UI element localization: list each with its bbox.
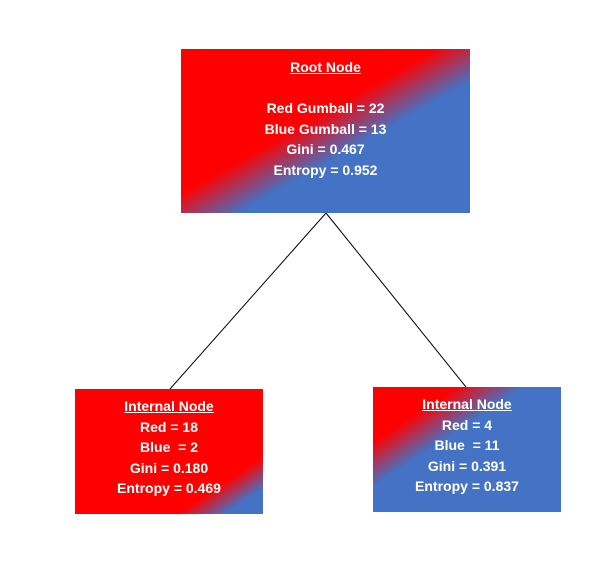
right-entropy: Entropy = 0.837: [415, 478, 519, 494]
left-entropy: Entropy = 0.469: [117, 480, 221, 496]
root-entropy: Entropy = 0.952: [273, 161, 378, 178]
root-node-spacer: [181, 78, 470, 99]
edge-root-to-right: [325, 212, 467, 388]
right-internal-node: Internal Node Red = 4 Blue = 11 Gini = 0…: [373, 387, 561, 512]
left-blue-count: Blue = 2: [140, 439, 198, 455]
root-blue-count: Blue Gumball = 13: [264, 120, 387, 137]
edge-root-to-left: [169, 212, 327, 390]
root-red-count: Red Gumball = 22: [266, 100, 385, 116]
right-blue-count: Blue = 11: [434, 437, 500, 453]
right-red-count: Red = 4: [441, 416, 493, 433]
left-node-title: Internal Node: [124, 398, 214, 414]
right-gini: Gini = 0.391: [427, 457, 507, 474]
root-node: Root Node Red Gumball = 22 Blue Gumball …: [181, 49, 470, 213]
left-gini: Gini = 0.180: [129, 459, 209, 476]
root-node-title: Root Node: [290, 59, 361, 75]
root-gini: Gini = 0.467: [286, 141, 365, 157]
left-red-count: Red = 18: [140, 418, 198, 435]
right-node-title: Internal Node: [422, 396, 512, 412]
left-internal-node: Internal Node Red = 18 Blue = 2 Gini = 0…: [75, 389, 263, 514]
